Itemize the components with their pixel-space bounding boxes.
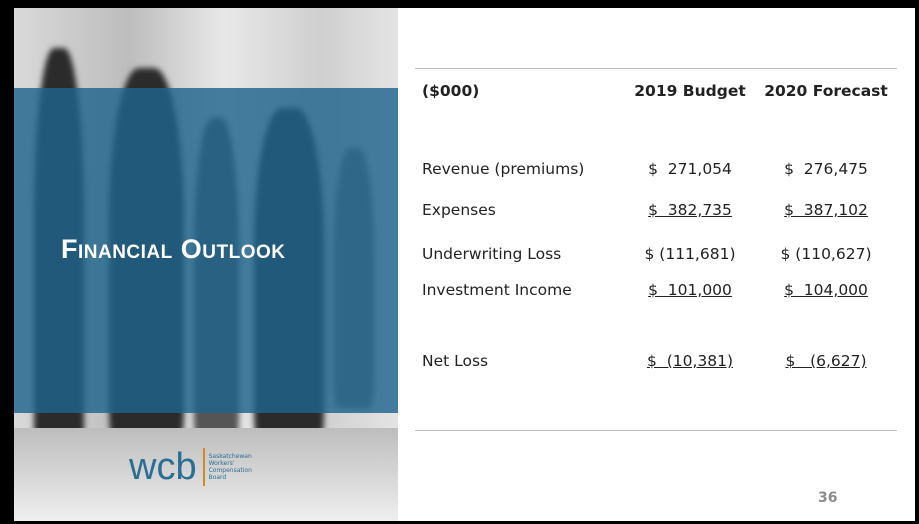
table-cell: $ 104,000	[784, 281, 868, 299]
table-cell: Investment Income	[422, 281, 572, 299]
table-cell: $ 101,000	[648, 281, 732, 299]
logo-line: Board	[208, 474, 227, 481]
logo-line: Compensation	[208, 467, 252, 474]
table-cell: Underwriting Loss	[422, 245, 562, 263]
table-cell: Net Loss	[422, 352, 489, 370]
logo-mark: wcb	[129, 448, 205, 486]
page-number: 36	[818, 490, 838, 506]
table-cell: $ (6,627)	[785, 352, 867, 370]
logo-line: Saskatchewan	[208, 453, 252, 460]
table-cell: Expenses	[422, 201, 496, 219]
background-photo: Financial Outlook wcb Saskatchewan Worker…	[14, 8, 398, 521]
table-cell: $ 387,102	[784, 201, 868, 219]
logo-text: Saskatchewan Workers' Compensation Board	[205, 453, 252, 481]
slide: Financial Outlook wcb Saskatchewan Worker…	[14, 8, 915, 521]
title-band	[14, 88, 398, 413]
table-cell: $ (111,681)	[644, 245, 736, 263]
rule	[415, 68, 897, 69]
header-cell: 2019 Budget	[634, 82, 746, 100]
slide-title: Financial Outlook	[61, 234, 286, 264]
table-cell: Revenue (premiums)	[422, 160, 585, 178]
table-cell: $ (10,381)	[646, 352, 734, 370]
header-cell: 2020 Forecast	[764, 82, 888, 100]
logo-line: Workers'	[208, 460, 235, 467]
header-cell: ($000)	[422, 82, 480, 100]
logo: wcb Saskatchewan Workers' Compensation Boar…	[129, 448, 252, 486]
table-cell: $ 382,735	[648, 201, 732, 219]
table-cell: $ 271,054	[648, 160, 732, 178]
rule	[415, 430, 897, 431]
table-cell: $ 276,475	[784, 160, 868, 178]
table-cell: $ (110,627)	[780, 245, 872, 263]
